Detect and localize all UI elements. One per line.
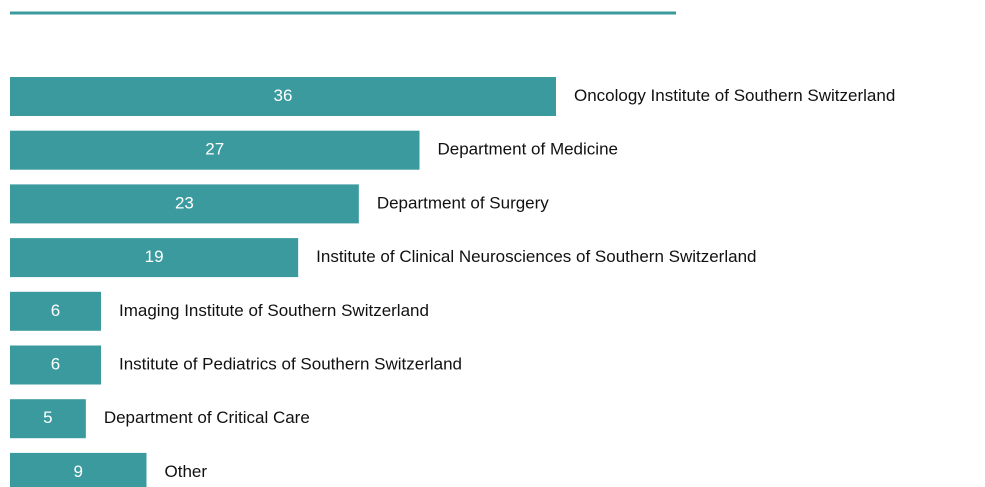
- value-label: 6: [51, 354, 60, 373]
- bar: [10, 399, 86, 439]
- category-label: Institute of Clinical Neurosciences of S…: [316, 247, 756, 266]
- bar: [10, 130, 420, 170]
- category-label: Department of Surgery: [377, 193, 549, 212]
- value-label: 6: [51, 301, 60, 320]
- value-label: 36: [274, 86, 293, 105]
- bar: [10, 291, 101, 331]
- category-label: Oncology Institute of Southern Switzerla…: [574, 86, 895, 105]
- value-label: 27: [205, 140, 224, 159]
- bar: [10, 77, 556, 116]
- value-label: 5: [43, 408, 52, 427]
- bar: [10, 184, 359, 224]
- category-label: Imaging Institute of Southern Switzerlan…: [119, 301, 429, 320]
- category-label: Institute of Pediatrics of Southern Swit…: [119, 354, 462, 373]
- category-label: Department of Medicine: [438, 140, 618, 159]
- value-label: 19: [145, 247, 164, 266]
- bar: [10, 345, 101, 385]
- category-label: Department of Critical Care: [104, 408, 310, 427]
- value-label: 9: [74, 462, 83, 481]
- bar: [10, 238, 299, 278]
- bar: [10, 452, 147, 487]
- value-label: 23: [175, 193, 194, 212]
- category-label: Other: [165, 462, 208, 481]
